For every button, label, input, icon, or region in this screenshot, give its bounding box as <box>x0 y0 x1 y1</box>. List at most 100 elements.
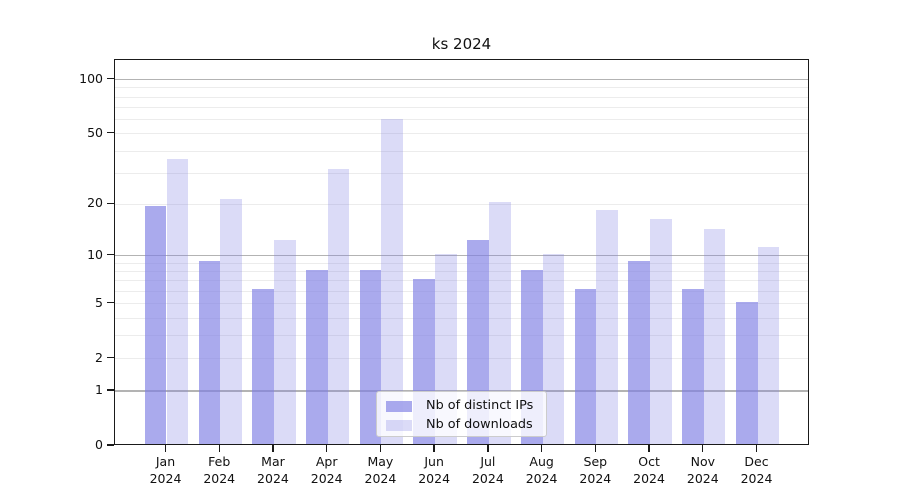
minor-gridline <box>115 358 808 360</box>
x-tick-mark <box>594 445 597 452</box>
legend-label-downloads: Nb of downloads <box>426 417 533 432</box>
y-tick-label: 5 <box>95 294 103 310</box>
legend-label-distinct-ips: Nb of distinct IPs <box>426 398 534 413</box>
x-tick-year: 2024 <box>633 470 665 486</box>
minor-gridline <box>115 335 808 337</box>
x-tick-mark <box>164 445 167 452</box>
bar-downloads-nov <box>703 228 726 444</box>
y-tick-mark <box>107 77 114 80</box>
legend: Nb of distinct IPs Nb of downloads <box>376 391 547 437</box>
y-tick-mark <box>107 202 114 204</box>
y-tick-mark <box>107 357 114 359</box>
legend-item-distinct-ips: Nb of distinct IPs <box>377 397 546 416</box>
x-tick-label: Aug 2024 <box>525 454 558 486</box>
y-tick-label: 0 <box>95 437 103 452</box>
bar-downloads-sep <box>596 210 619 444</box>
minor-gridline <box>115 96 808 98</box>
y-tick-label: 10 <box>87 246 103 262</box>
legend-item-downloads: Nb of downloads <box>377 416 546 435</box>
major-gridline <box>115 78 808 81</box>
x-tick-year: 2024 <box>579 470 612 486</box>
minor-gridline <box>115 303 808 305</box>
x-tick-mark <box>755 445 758 452</box>
bar-downloads-feb <box>220 198 242 444</box>
bar-downloads-may <box>381 118 404 444</box>
x-tick-label: Nov 2024 <box>686 454 719 486</box>
x-tick-mark <box>648 445 650 452</box>
x-tick-mark <box>379 445 382 452</box>
x-tick-mark <box>540 445 543 452</box>
bar-downloads-mar <box>273 240 296 444</box>
y-tick-mark <box>107 389 114 391</box>
x-tick-label: Mar 2024 <box>257 454 289 486</box>
y-tick-mark <box>107 302 114 304</box>
bar-downloads-dec <box>757 246 780 444</box>
x-tick-year: 2024 <box>203 470 236 486</box>
y-tick-mark <box>107 253 114 256</box>
x-tick-year: 2024 <box>740 470 773 486</box>
x-tick-label: Jun 2024 <box>418 454 451 486</box>
minor-gridline <box>115 290 808 292</box>
y-tick-label: 50 <box>87 124 103 140</box>
x-tick-label: Sep 2024 <box>579 454 612 486</box>
minor-gridline <box>115 280 808 282</box>
x-tick-label: Oct 2024 <box>633 454 665 486</box>
bar-distinct-ips-apr <box>305 269 328 444</box>
minor-gridline <box>115 172 808 174</box>
x-tick-year: 2024 <box>310 470 343 486</box>
x-tick-year: 2024 <box>149 470 182 486</box>
major-gridline <box>115 390 808 392</box>
minor-gridline <box>115 87 808 89</box>
minor-gridline <box>115 317 808 319</box>
minor-gridline <box>115 133 808 135</box>
x-tick-year: 2024 <box>525 470 558 486</box>
bar-distinct-ips-mar <box>252 289 274 444</box>
x-tick-label: May 2024 <box>364 454 397 486</box>
x-tick-label: Dec 2024 <box>740 454 773 486</box>
minor-gridline <box>115 150 808 152</box>
bar-downloads-aug <box>542 253 565 444</box>
plot-area <box>114 59 809 445</box>
minor-gridline <box>115 262 808 264</box>
chart-title: ks 2024 <box>431 35 492 53</box>
x-tick-label: Feb 2024 <box>203 454 236 486</box>
minor-gridline <box>115 119 808 121</box>
y-tick-label: 1 <box>95 381 103 397</box>
x-tick-mark <box>487 445 489 452</box>
y-tick-mark <box>107 132 114 134</box>
y-tick-label: 20 <box>87 195 103 211</box>
x-tick-mark <box>702 445 704 452</box>
x-tick-year: 2024 <box>686 470 719 486</box>
x-tick-year: 2024 <box>471 470 504 486</box>
x-tick-year: 2024 <box>257 470 289 486</box>
y-tick-mark <box>107 444 114 446</box>
x-tick-year: 2024 <box>418 470 451 486</box>
bar-downloads-jul <box>488 202 511 444</box>
x-tick-mark <box>325 445 328 452</box>
legend-swatch-downloads <box>386 420 412 431</box>
minor-gridline <box>115 106 808 108</box>
y-tick-label: 100 <box>79 70 103 86</box>
x-tick-label: Jan 2024 <box>149 454 182 486</box>
bar-distinct-ips-may <box>359 269 382 444</box>
x-tick-mark <box>218 445 220 452</box>
minor-gridline <box>115 271 808 272</box>
bar-distinct-ips-oct <box>628 261 651 444</box>
bar-downloads-jan <box>166 159 189 444</box>
y-tick-label: 2 <box>95 349 103 365</box>
x-tick-year: 2024 <box>364 470 397 486</box>
x-tick-label: Jul 2024 <box>471 454 504 486</box>
legend-swatch-distinct-ips <box>386 401 412 412</box>
x-tick-label: Apr 2024 <box>310 454 343 486</box>
bar-distinct-ips-sep <box>574 289 597 444</box>
bar-distinct-ips-feb <box>198 261 221 444</box>
major-gridline <box>115 254 808 257</box>
minor-gridline <box>115 203 808 205</box>
bar-distinct-ips-dec <box>735 301 758 444</box>
bar-downloads-apr <box>327 168 350 444</box>
bar-distinct-ips-nov <box>682 289 704 444</box>
bar-distinct-ips-jan <box>144 206 167 444</box>
x-tick-mark <box>433 445 435 452</box>
x-tick-mark <box>272 445 274 452</box>
